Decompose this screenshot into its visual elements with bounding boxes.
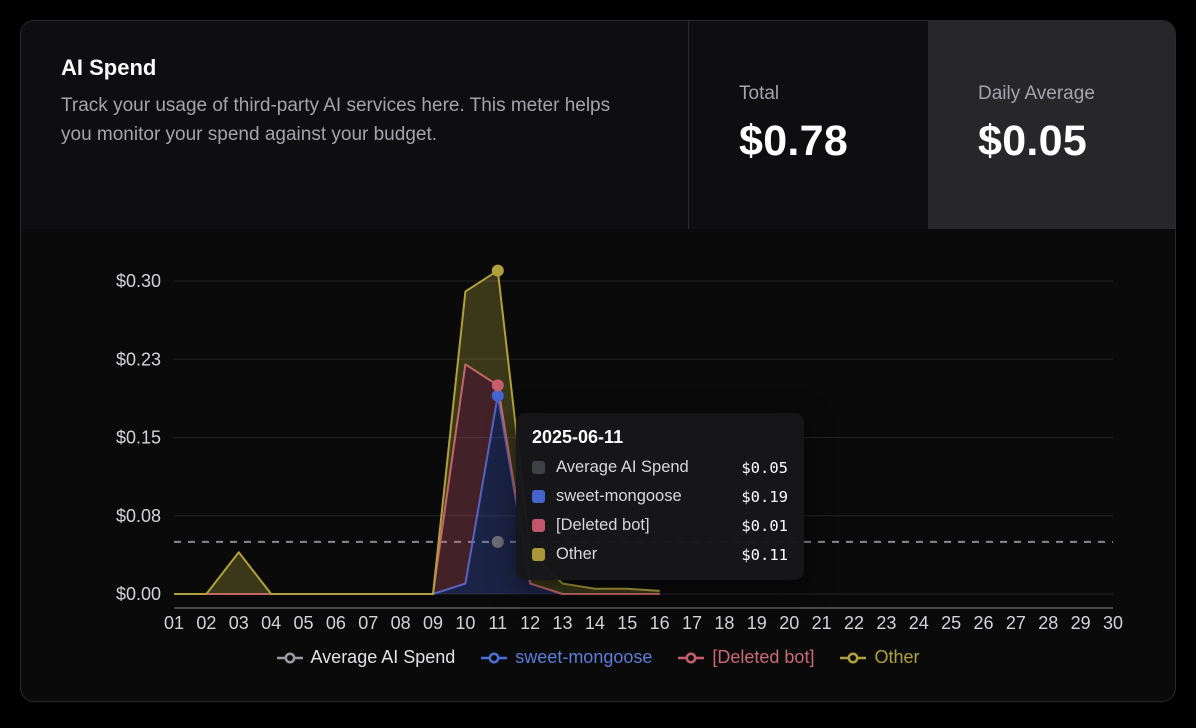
- svg-text:08: 08: [391, 613, 411, 633]
- svg-text:18: 18: [714, 613, 734, 633]
- svg-text:$0.15: $0.15: [116, 428, 161, 448]
- legend-label: Average AI Spend: [310, 647, 456, 667]
- tooltip-series-value: $0.01: [741, 516, 788, 535]
- tooltip-series-value: $0.19: [741, 487, 788, 506]
- svg-text:13: 13: [553, 613, 573, 633]
- svg-text:30: 30: [1103, 613, 1123, 633]
- tooltip-series-label: [Deleted bot]: [556, 516, 650, 534]
- tooltip-series-label: Average AI Spend: [556, 458, 689, 476]
- tooltip-date: 2025-06-11: [532, 427, 624, 447]
- svg-text:26: 26: [973, 613, 993, 633]
- svg-text:22: 22: [844, 613, 864, 633]
- svg-text:25: 25: [941, 613, 961, 633]
- svg-text:10: 10: [455, 613, 475, 633]
- legend-item-average-ai-spend[interactable]: Average AI Spend: [276, 647, 456, 668]
- ai-spend-card: AI Spend Track your usage of third-party…: [20, 20, 1176, 702]
- svg-text:12: 12: [520, 613, 540, 633]
- series-swatch-icon: [532, 490, 545, 503]
- svg-text:28: 28: [1038, 613, 1058, 633]
- svg-text:19: 19: [747, 613, 767, 633]
- page-description: Track your usage of third-party AI servi…: [61, 95, 611, 146]
- legend-line-marker-icon: [678, 652, 705, 663]
- spend-chart[interactable]: $0.00 $0.08 $0.15 $0.23 $0.30 01 02 03 04 05 06 07 0…: [21, 241, 1173, 641]
- svg-text:20: 20: [779, 613, 799, 633]
- legend-line-marker-icon: [276, 652, 303, 663]
- svg-text:02: 02: [196, 613, 216, 633]
- svg-text:24: 24: [909, 613, 929, 633]
- legend-label: [Deleted bot]: [712, 647, 815, 667]
- svg-text:09: 09: [423, 613, 443, 633]
- svg-text:$0.23: $0.23: [116, 349, 161, 369]
- stat-total-label: Total: [739, 83, 780, 104]
- svg-text:11: 11: [488, 613, 507, 633]
- legend-item-sweet-mongoose[interactable]: sweet-mongoose: [481, 647, 652, 668]
- svg-text:$0.08: $0.08: [116, 506, 161, 526]
- legend-label: Other: [874, 647, 920, 667]
- svg-text:06: 06: [326, 613, 346, 633]
- tooltip-rows: Average AI Spend $0.05 sweet-mongoose $0.19…: [532, 458, 788, 564]
- tooltip-series-value: $0.11: [741, 545, 788, 564]
- svg-text:05: 05: [294, 613, 314, 633]
- stat-total-value: $0.78: [739, 117, 849, 165]
- svg-text:16: 16: [650, 613, 670, 633]
- stat-daily-average-value: $0.05: [978, 117, 1088, 165]
- svg-text:$0.30: $0.30: [116, 271, 161, 291]
- svg-text:21: 21: [812, 613, 832, 633]
- page-title: AI Spend: [61, 55, 157, 80]
- series-swatch-icon: [532, 548, 545, 561]
- tooltip-row: sweet-mongoose $0.19: [532, 487, 788, 506]
- tooltip-row: Average AI Spend $0.05: [532, 458, 788, 477]
- stat-daily-average-label: Daily Average: [978, 83, 1095, 104]
- legend-label: sweet-mongoose: [515, 647, 653, 667]
- svg-text:01: 01: [164, 613, 184, 633]
- series-swatch-icon: [532, 519, 545, 532]
- header-description-section: AI Spend Track your usage of third-party…: [21, 21, 689, 229]
- tooltip-series-value: $0.05: [741, 458, 788, 477]
- chart-area: $0.00 $0.08 $0.15 $0.23 $0.30 01 02 03 04 05 06 07 0…: [21, 241, 1175, 668]
- svg-text:07: 07: [358, 613, 378, 633]
- svg-text:29: 29: [1071, 613, 1091, 633]
- stat-total[interactable]: Total $0.78: [689, 21, 928, 229]
- svg-text:23: 23: [876, 613, 896, 633]
- legend-line-marker-icon: [481, 652, 508, 663]
- svg-text:$0.00: $0.00: [116, 584, 161, 604]
- legend-line-marker-icon: [840, 652, 867, 663]
- svg-text:14: 14: [585, 613, 605, 633]
- tooltip-series-label: Other: [556, 545, 598, 563]
- card-header: AI Spend Track your usage of third-party…: [21, 21, 1175, 229]
- series-swatch-icon: [532, 461, 545, 474]
- legend-item-other[interactable]: Other: [840, 647, 919, 668]
- svg-text:17: 17: [682, 613, 702, 633]
- tooltip-row: Other $0.11: [532, 545, 788, 564]
- chart-tooltip: 2025-06-11 Average AI Spend $0.05 sweet-mo…: [516, 413, 804, 580]
- svg-text:27: 27: [1006, 613, 1026, 633]
- tooltip-row: [Deleted bot] $0.01: [532, 516, 788, 535]
- legend-item-deleted-bot[interactable]: [Deleted bot]: [678, 647, 814, 668]
- svg-text:15: 15: [617, 613, 637, 633]
- tooltip-series-label: sweet-mongoose: [556, 487, 682, 505]
- svg-text:03: 03: [229, 613, 249, 633]
- stat-daily-average[interactable]: Daily Average $0.05: [928, 21, 1175, 229]
- svg-text:04: 04: [261, 613, 281, 633]
- chart-legend: Average AI Spend sweet-mongoose [Deleted b…: [21, 647, 1175, 668]
